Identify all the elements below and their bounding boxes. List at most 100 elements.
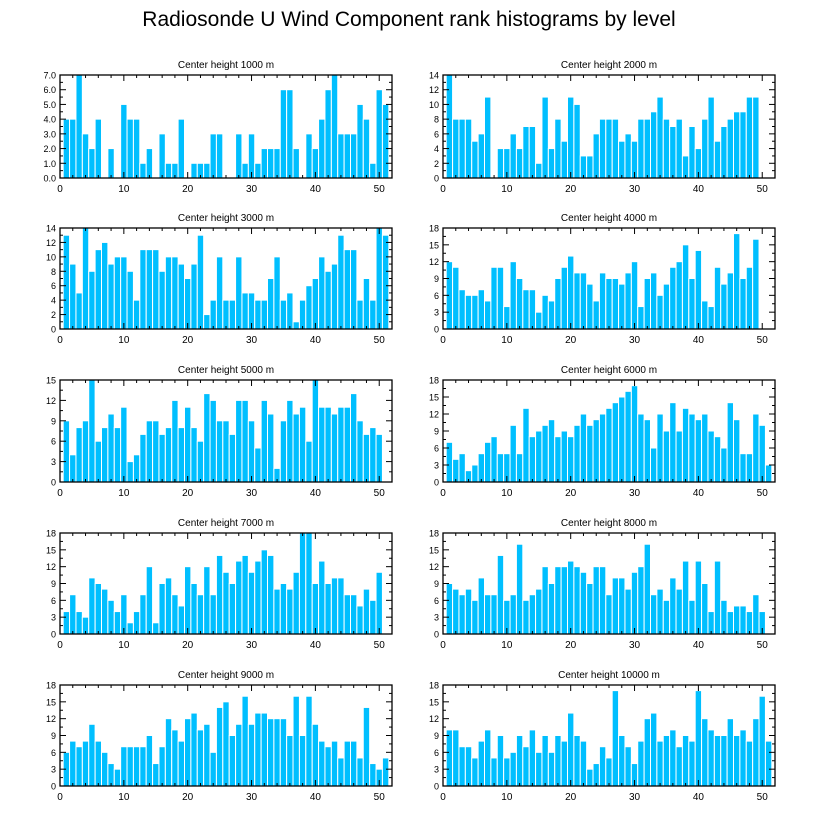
x-tick-label: 10 [118,335,130,346]
histogram-bar [305,133,313,179]
y-tick-label: 12 [46,714,56,724]
histogram-bar [630,571,639,635]
histogram-bar [113,768,122,787]
histogram-bar [235,133,243,179]
x-tick-label: 40 [310,488,322,499]
histogram-bar [164,577,173,635]
histogram-bar [618,283,626,330]
histogram-bar [586,424,594,483]
histogram-bar [311,723,320,787]
histogram-bar [69,118,77,179]
histogram-bar [158,270,166,330]
histogram-bar [688,599,696,635]
histogram-bar [279,89,288,179]
y-tick-label: 14 [46,224,56,234]
y-tick-label: 1.0 [43,159,56,169]
histogram-bar [235,256,243,330]
histogram-bar [171,594,179,635]
histogram-bar [650,712,658,787]
y-tick-label: 15 [429,545,439,555]
y-tick-label: 15 [429,393,439,403]
histogram-bar [675,430,683,483]
histogram-bar [203,393,211,483]
x-tick-label: 10 [118,640,130,651]
histogram-bar [720,447,728,483]
x-tick-label: 20 [182,640,194,651]
x-tick-label: 30 [246,335,258,346]
histogram-bar [311,379,320,483]
histogram-bar [484,594,492,635]
histogram-bar [522,746,530,787]
histogram-bar [752,238,760,330]
x-tick-label: 40 [310,640,322,651]
x-tick-label: 50 [374,640,386,651]
histogram-bar [209,133,217,179]
histogram-bar [471,464,479,483]
histogram-bar [650,447,658,483]
histogram-bar [554,436,562,483]
histogram-bar [171,399,179,483]
histogram-bar [458,594,466,635]
histogram-bar [356,605,364,635]
histogram-bar [305,695,313,787]
histogram-bar [107,263,115,330]
x-tick-label: 30 [629,184,641,195]
histogram-bar [605,757,613,787]
panel-title: Center height 6000 m [561,365,657,376]
histogram-bar [458,118,466,179]
histogram-bar [120,103,128,179]
histogram-bar [752,594,760,635]
histogram-bar [286,735,294,787]
x-tick-label: 50 [757,184,769,195]
histogram-bar [611,577,620,635]
histogram-bar [145,148,154,179]
histogram-bar [726,272,734,330]
y-tick-label: 3 [51,457,56,467]
histogram-bar [101,751,109,787]
x-tick-label: 0 [440,335,446,346]
histogram-bar [490,266,498,330]
histogram-bar [739,729,747,787]
histogram-bar [247,723,256,787]
histogram-bar [656,294,664,330]
histogram-bar [330,413,339,483]
histogram-bar [720,126,728,179]
histogram-bar [273,588,281,635]
histogram-bar [739,605,747,635]
x-tick-label: 10 [501,184,513,195]
histogram-bar [713,560,722,635]
x-tick-label: 50 [374,184,386,195]
histogram-bar [509,594,517,635]
histogram-bar [630,261,639,330]
x-tick-label: 0 [440,792,446,803]
histogram-bar [541,735,549,787]
histogram-bar [637,413,645,483]
histogram-bar [643,419,651,483]
histogram-bar [477,740,485,787]
x-tick-label: 30 [629,640,641,651]
histogram-bar [471,294,479,330]
histogram-bar [286,399,294,483]
histogram-bar [113,256,122,330]
histogram-panel: Center height 4000 m 0 10 20 30 40 50 0 3 6 9 12 15 1… [429,213,776,346]
histogram-bar [598,566,607,635]
histogram-bar [81,420,90,483]
histogram-bar [579,571,588,635]
histogram-bar [758,695,766,787]
x-tick-label: 50 [374,488,386,499]
histogram-bar [471,140,479,179]
histogram-bar [88,577,96,635]
histogram-bar [254,560,262,635]
histogram-bar [707,611,715,635]
y-tick-label: 2.0 [43,144,56,154]
histogram-bar [177,263,185,330]
histogram-bar [286,588,294,635]
histogram-bar [381,103,390,179]
histogram-bar [241,554,249,635]
histogram-bar [203,314,211,330]
histogram-bar [509,261,517,330]
histogram-bar [535,751,543,787]
histogram-bar [618,396,626,483]
histogram-bar [330,74,339,179]
